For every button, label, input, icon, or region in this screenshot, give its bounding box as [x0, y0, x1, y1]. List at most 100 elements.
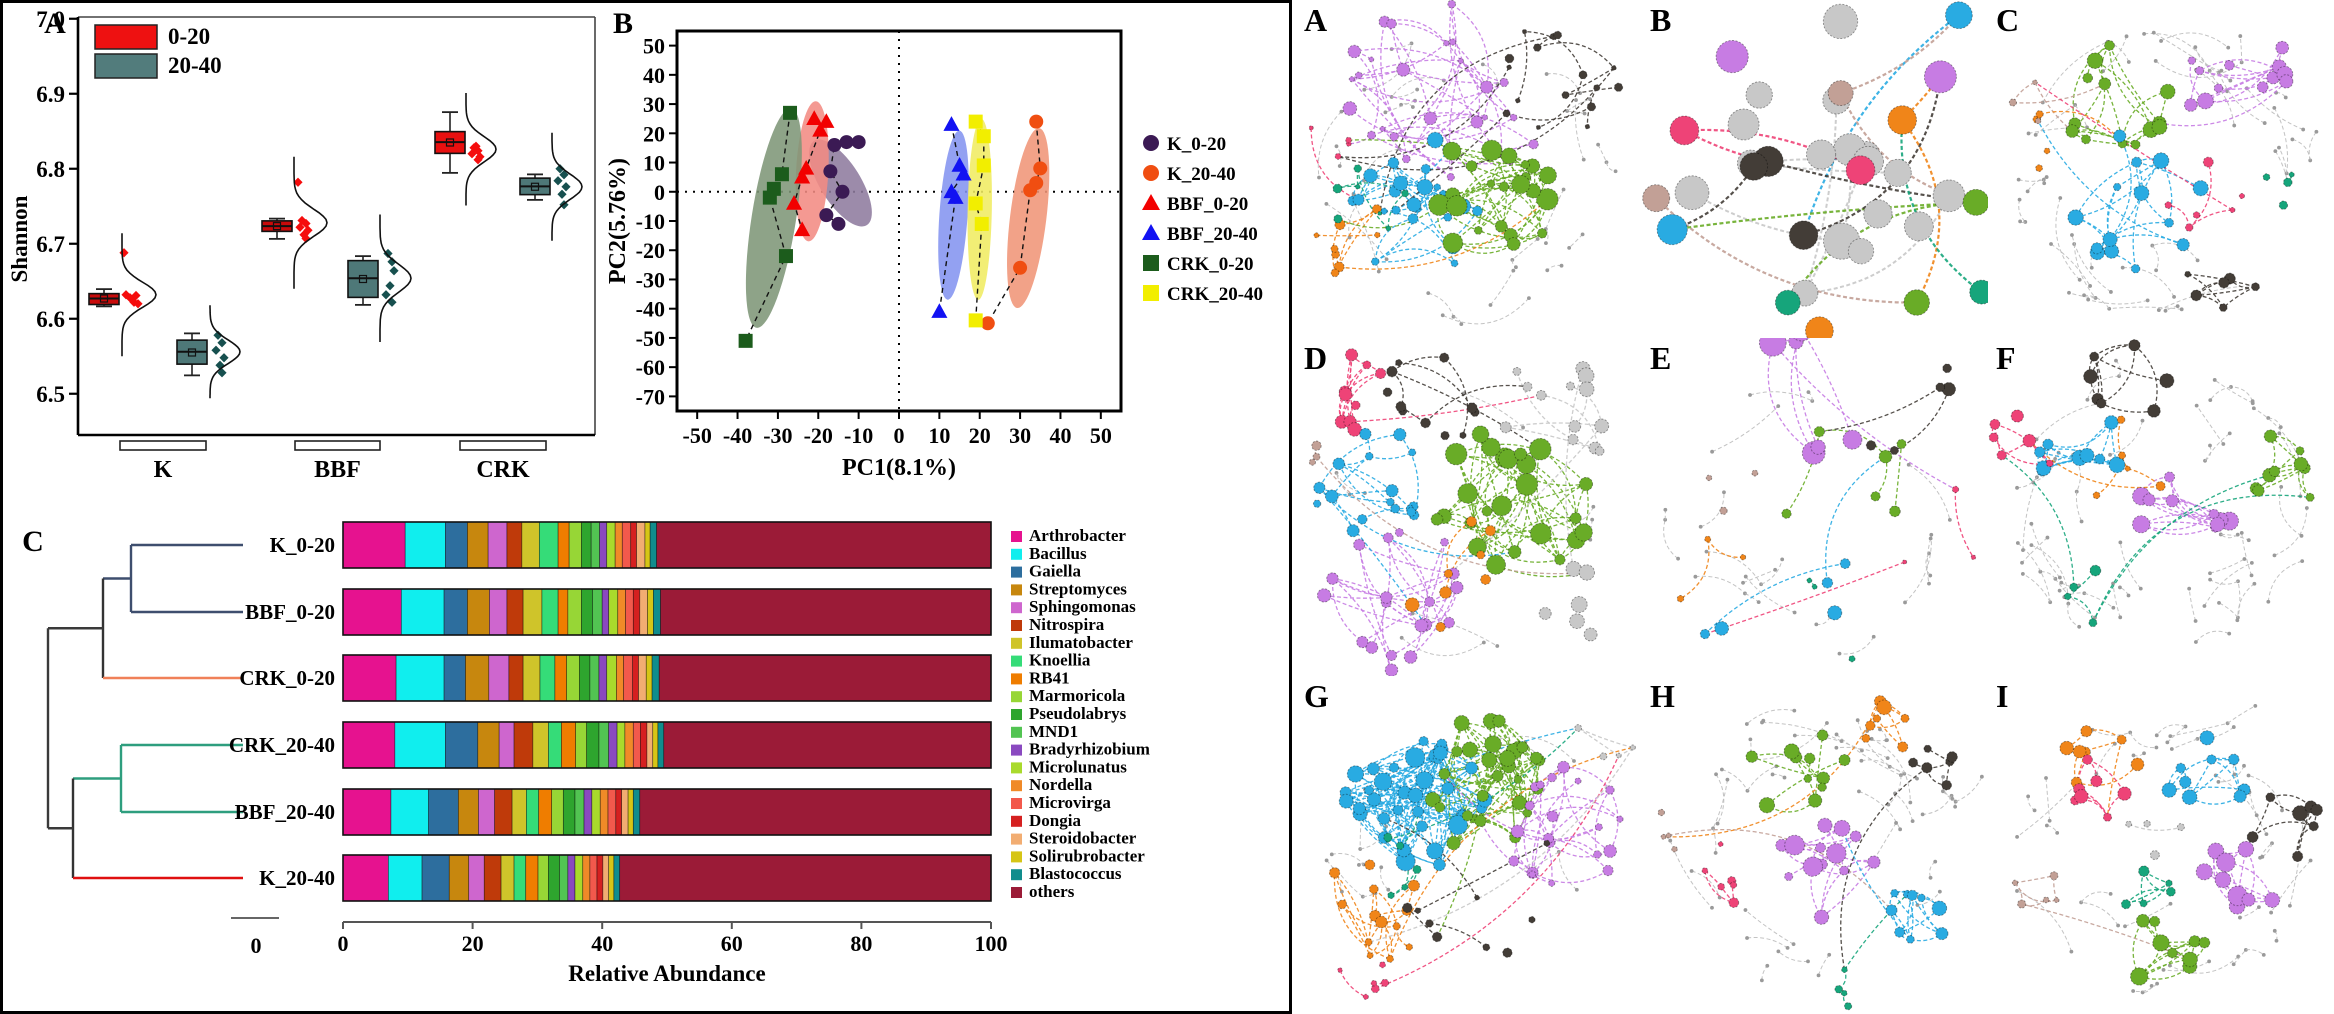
svg-text:CRK: CRK: [476, 457, 530, 483]
network-panel-B: B: [1642, 0, 1988, 338]
svg-text:Solirubrobacter: Solirubrobacter: [1029, 846, 1145, 865]
svg-text:Nordella: Nordella: [1029, 775, 1093, 794]
svg-text:K_20-40: K_20-40: [259, 866, 335, 890]
svg-text:6.8: 6.8: [36, 157, 65, 182]
svg-text:20-40: 20-40: [168, 53, 222, 78]
network-panel-label: B: [1650, 2, 1672, 38]
svg-text:-40: -40: [636, 297, 665, 322]
svg-text:BBF_0-20: BBF_0-20: [245, 600, 335, 624]
svg-text:0: 0: [338, 931, 349, 956]
svg-text:-20: -20: [804, 423, 833, 448]
svg-text:0: 0: [894, 423, 905, 448]
svg-text:K_0-20: K_0-20: [1167, 134, 1226, 155]
svg-text:-10: -10: [844, 423, 873, 448]
svg-text:6.6: 6.6: [36, 307, 65, 332]
svg-text:BBF_0-20: BBF_0-20: [1167, 194, 1248, 215]
svg-text:PC1(8.1%): PC1(8.1%): [842, 455, 956, 481]
svg-text:PC2(5.76%): PC2(5.76%): [605, 158, 631, 284]
svg-text:Arthrobacter: Arthrobacter: [1029, 526, 1126, 545]
network-panel-G: G: [1296, 676, 1642, 1014]
svg-text:Sphingomonas: Sphingomonas: [1029, 597, 1136, 616]
svg-text:others: others: [1029, 882, 1075, 901]
svg-text:RB41: RB41: [1029, 668, 1070, 687]
network-panel-D: D: [1296, 338, 1642, 676]
svg-text:Dongia: Dongia: [1029, 811, 1081, 830]
svg-text:0: 0: [654, 180, 665, 205]
network-panel-I: I: [1988, 676, 2334, 1014]
svg-text:CRK_20-40: CRK_20-40: [1167, 284, 1263, 305]
network-panel-label: A: [1304, 2, 1328, 38]
svg-text:Streptomyces: Streptomyces: [1029, 579, 1127, 598]
svg-text:A: A: [44, 7, 66, 40]
svg-text:50: 50: [643, 34, 665, 59]
network-panel-A: A: [1296, 0, 1642, 338]
shannon-boxplot-panel: 7.0 6.9 6.8 6.7 6.6 6.5 Shannon A 0-20 20-40 K BBF C…: [7, 7, 596, 483]
svg-text:CRK_20-40: CRK_20-40: [229, 733, 335, 757]
svg-text:Marmoricola: Marmoricola: [1029, 686, 1126, 705]
pca-scatter-panel: B -50 -40 -30 -20 -10 0 10 20 30 40 50 50 40 30 20 10 0 -1…: [605, 7, 1263, 481]
diversity-figure: 7.0 6.9 6.8 6.7 6.6 6.5 Shannon A 0-20 20-40 K BBF C…: [0, 0, 1292, 1014]
svg-text:Bacillus: Bacillus: [1029, 544, 1087, 563]
network-panel-H: H: [1642, 676, 1988, 1014]
svg-text:20: 20: [462, 931, 484, 956]
svg-text:-20: -20: [636, 238, 665, 263]
svg-text:Gaiella: Gaiella: [1029, 562, 1081, 581]
svg-text:-40: -40: [723, 423, 752, 448]
svg-text:B: B: [613, 7, 633, 40]
svg-text:10: 10: [928, 423, 950, 448]
svg-text:BBF_20-40: BBF_20-40: [1167, 224, 1258, 245]
svg-text:0: 0: [251, 933, 262, 958]
network-panel-label: E: [1650, 340, 1672, 376]
svg-text:Blastococcus: Blastococcus: [1029, 864, 1122, 883]
svg-text:K_20-40: K_20-40: [1167, 164, 1236, 185]
svg-text:Nitrospira: Nitrospira: [1029, 615, 1105, 634]
network-panel-C: C: [1988, 0, 2334, 338]
network-panel-label: H: [1650, 678, 1675, 714]
svg-text:MND1: MND1: [1029, 722, 1078, 741]
svg-text:BBF_20-40: BBF_20-40: [235, 800, 335, 824]
network-panel-label: D: [1304, 340, 1328, 376]
svg-text:40: 40: [1049, 423, 1071, 448]
svg-text:-50: -50: [683, 423, 712, 448]
svg-text:80: 80: [850, 931, 872, 956]
svg-text:Bradyrhizobium: Bradyrhizobium: [1029, 740, 1150, 759]
svg-text:Shannon: Shannon: [7, 195, 32, 282]
svg-text:30: 30: [643, 92, 665, 117]
svg-text:K: K: [154, 457, 173, 483]
svg-text:-50: -50: [636, 326, 665, 351]
svg-text:0-20: 0-20: [168, 24, 210, 49]
svg-text:K_0-20: K_0-20: [270, 533, 335, 557]
svg-text:100: 100: [975, 931, 1008, 956]
svg-text:Pseudolabrys: Pseudolabrys: [1029, 704, 1127, 723]
svg-text:Ilumatobacter: Ilumatobacter: [1029, 633, 1133, 652]
svg-text:6.5: 6.5: [36, 382, 65, 407]
svg-text:Microlunatus: Microlunatus: [1029, 757, 1127, 776]
svg-text:-60: -60: [636, 355, 665, 380]
svg-text:30: 30: [1009, 423, 1031, 448]
svg-text:40: 40: [643, 63, 665, 88]
svg-text:BBF: BBF: [314, 457, 361, 483]
svg-text:50: 50: [1090, 423, 1112, 448]
svg-text:C: C: [22, 525, 44, 558]
svg-text:-70: -70: [636, 384, 665, 409]
taxa-composition-panel: C 0 K_0-20 BBF_0-20 CRK_0-20 CRK_20-40 BBF_20-…: [22, 521, 1150, 986]
svg-text:Steroidobacter: Steroidobacter: [1029, 829, 1137, 848]
network-panel-label: G: [1304, 678, 1329, 714]
svg-text:20: 20: [643, 121, 665, 146]
network-panel-F: F: [1988, 338, 2334, 676]
svg-text:-30: -30: [636, 267, 665, 292]
svg-text:60: 60: [721, 931, 743, 956]
svg-text:-10: -10: [636, 209, 665, 234]
network-panel-label: F: [1996, 340, 2016, 376]
svg-text:40: 40: [591, 931, 613, 956]
svg-text:Microvirga: Microvirga: [1029, 793, 1111, 812]
svg-text:6.7: 6.7: [36, 232, 65, 257]
network-panel-E: E: [1642, 338, 1988, 676]
svg-text:-30: -30: [763, 423, 792, 448]
svg-text:Relative Abundance: Relative Abundance: [568, 961, 765, 986]
svg-text:CRK_0-20: CRK_0-20: [239, 666, 335, 690]
svg-text:Knoellia: Knoellia: [1029, 651, 1091, 670]
svg-text:7.0: 7.0: [36, 7, 65, 32]
svg-text:6.9: 6.9: [36, 82, 65, 107]
